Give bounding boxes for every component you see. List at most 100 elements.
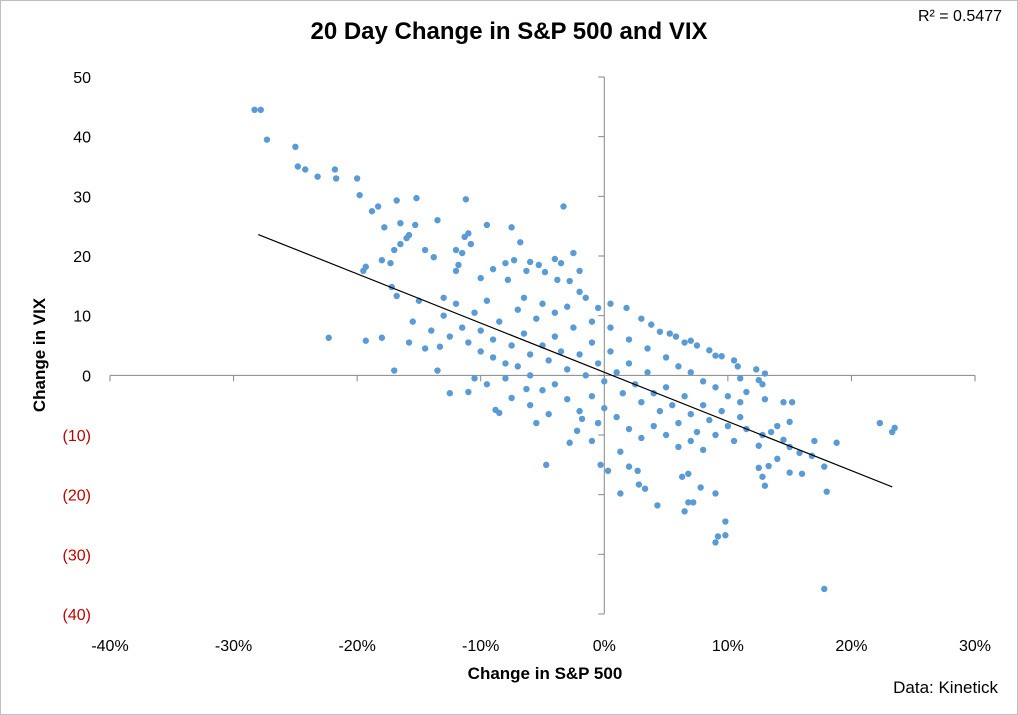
data-point	[434, 367, 441, 374]
data-point	[594, 304, 602, 312]
data-point	[436, 343, 444, 350]
x-tick-label: 30%	[959, 638, 991, 655]
x-tick-label: -40%	[91, 638, 128, 655]
data-point	[405, 339, 413, 346]
data-point	[786, 469, 793, 476]
data-point	[712, 384, 719, 391]
data-point	[582, 294, 589, 301]
data-point	[681, 508, 688, 515]
data-point	[374, 203, 382, 210]
data-point	[641, 485, 649, 492]
data-point	[551, 333, 559, 340]
y-tick-label: (20)	[63, 488, 91, 505]
data-point	[755, 442, 762, 449]
data-point	[381, 224, 388, 231]
data-point	[718, 353, 725, 360]
data-point	[566, 439, 573, 446]
data-point	[656, 407, 664, 415]
data-point	[617, 490, 624, 497]
data-point	[821, 463, 828, 470]
data-point	[662, 431, 670, 439]
data-point	[514, 306, 521, 313]
data-point	[724, 422, 732, 430]
data-point	[573, 427, 581, 435]
data-point	[675, 363, 682, 370]
data-point	[387, 259, 394, 267]
data-point	[765, 462, 772, 470]
data-point	[483, 297, 491, 304]
data-point	[421, 345, 429, 352]
data-point	[687, 410, 694, 418]
data-point	[523, 385, 530, 393]
data-point	[650, 422, 657, 430]
data-point	[613, 369, 620, 376]
data-point	[607, 300, 614, 307]
data-point	[576, 267, 583, 275]
data-point	[619, 390, 627, 397]
data-point	[675, 419, 682, 427]
data-point	[648, 321, 655, 328]
y-tick-label: (30)	[63, 547, 91, 564]
x-tick-label: -10%	[462, 638, 499, 655]
data-point	[570, 249, 577, 257]
data-point	[554, 276, 561, 284]
data-point	[434, 217, 441, 224]
data-point	[685, 499, 692, 506]
data-point	[428, 327, 435, 334]
data-point	[557, 259, 565, 267]
data-point	[774, 455, 781, 463]
data-point	[690, 499, 697, 506]
r-squared-annotation: R² = 0.5477	[917, 8, 1002, 25]
data-point	[635, 481, 643, 488]
y-tick-label: 40	[73, 130, 91, 147]
data-point	[302, 166, 309, 173]
data-point	[564, 396, 571, 403]
data-point	[471, 309, 478, 316]
data-point	[722, 518, 729, 525]
data-point	[393, 292, 400, 300]
data-point	[697, 484, 704, 491]
data-point	[638, 315, 645, 322]
data-point	[545, 410, 552, 418]
data-point	[378, 334, 386, 341]
data-point	[604, 467, 612, 474]
data-point	[594, 360, 602, 367]
data-point	[452, 267, 460, 275]
data-point	[510, 256, 518, 264]
data-point	[876, 419, 884, 427]
data-point	[502, 375, 509, 382]
data-point	[421, 246, 429, 254]
data-point	[737, 375, 744, 382]
data-point	[638, 398, 645, 406]
data-point	[535, 261, 542, 269]
data-point	[588, 318, 596, 325]
data-point	[656, 328, 664, 335]
data-point	[761, 370, 769, 377]
data-point	[681, 339, 688, 346]
data-point	[759, 381, 766, 388]
data-point	[391, 246, 398, 254]
data-point	[446, 390, 454, 397]
data-point	[458, 324, 466, 331]
data-point	[292, 143, 299, 151]
data-point	[796, 449, 803, 457]
data-point	[368, 208, 376, 215]
data-point	[477, 327, 484, 334]
data-point	[551, 309, 559, 316]
data-point	[607, 348, 614, 355]
x-tick-label: 20%	[835, 638, 867, 655]
data-point	[588, 339, 596, 346]
data-point	[767, 428, 775, 436]
data-point	[588, 393, 596, 400]
data-point	[356, 191, 363, 199]
data-point	[672, 333, 680, 340]
data-point	[712, 352, 719, 359]
data-point	[625, 360, 633, 367]
data-point	[666, 330, 673, 337]
data-point	[724, 393, 732, 400]
data-point	[685, 470, 692, 477]
data-point	[625, 425, 633, 433]
data-point	[409, 318, 416, 325]
